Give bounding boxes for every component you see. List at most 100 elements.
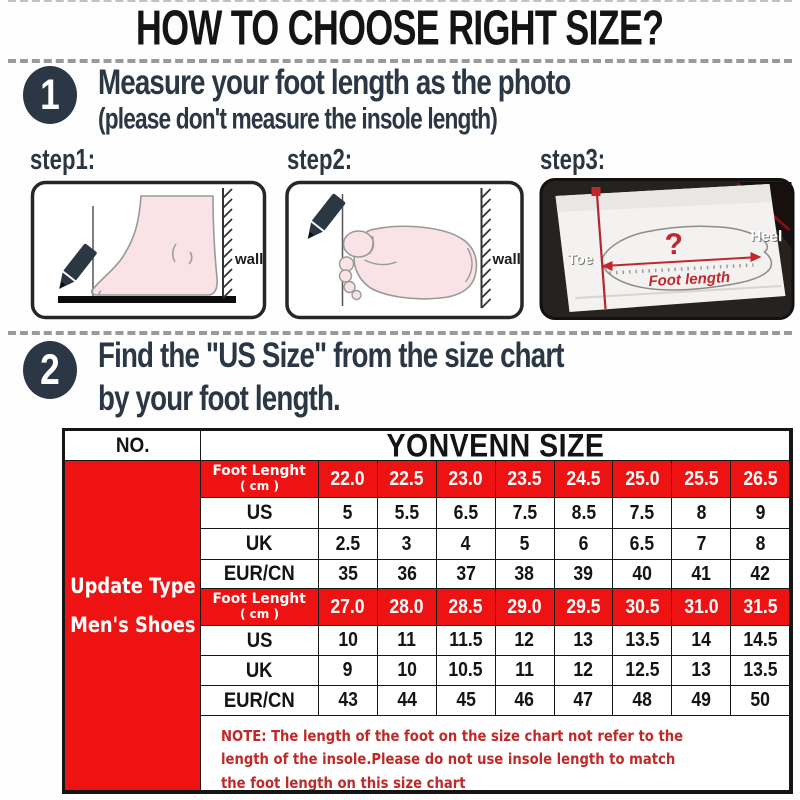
size-value-cell: 38	[495, 560, 555, 589]
size-value-cell: 43	[319, 686, 378, 716]
section2-heading: Find the "US Size" from the size chart b…	[98, 334, 652, 422]
size-value-cell: 3	[377, 529, 437, 560]
size-value-text: 9	[755, 501, 765, 524]
size-value-cell: 35	[319, 560, 378, 589]
note-cell: NOTE: The length of the foot on the size…	[201, 716, 790, 791]
row-label-text: US	[246, 628, 273, 652]
size-value-text: 3	[401, 532, 412, 555]
measure-arrow	[603, 256, 760, 267]
foot-side-view	[91, 195, 218, 296]
foot-length-label: Foot length	[648, 269, 730, 290]
size-value-text: 13.5	[625, 629, 660, 651]
step3-label: step3:	[540, 142, 617, 175]
top-dashed-divider	[8, 0, 792, 2]
size-value-text: 47	[573, 689, 594, 711]
size-value-text: 22.0	[330, 467, 366, 490]
dashed-divider-2	[8, 331, 792, 335]
paper-edge-line	[575, 285, 782, 299]
size-value-text: 4	[460, 532, 471, 555]
size-value-cell: 13	[554, 626, 614, 656]
paper-shading	[555, 184, 772, 212]
arrowhead-right	[750, 252, 762, 262]
size-value-text: 28.0	[389, 595, 424, 618]
size-value-text: 7.5	[512, 501, 537, 524]
size-value-text: 35	[338, 562, 358, 585]
size-value-cell: 7.5	[495, 498, 555, 529]
size-value-cell: 5	[495, 529, 555, 560]
size-value-cell: 25.5	[672, 461, 732, 498]
size-value-text: 8	[696, 501, 707, 524]
step3-photo: ? Foot length Toe Toe Heel Heel	[539, 178, 795, 320]
size-value-text: 38	[514, 562, 535, 585]
size-value-text: 39	[573, 562, 594, 585]
size-value-text: 11	[397, 629, 417, 651]
note-text: NOTE: The length of the foot on the size…	[221, 727, 684, 791]
size-value-cell: 31.0	[672, 589, 732, 626]
brand-header-text: YONVENN SIZE	[386, 431, 604, 461]
row-label-cell: EUR/CN	[201, 686, 319, 716]
size-value-cell: 42	[731, 560, 790, 589]
size-value-cell: 39	[554, 560, 614, 589]
size-value-text: 44	[397, 689, 417, 711]
section1-heading-line1: Measure your foot length as the photo	[98, 61, 571, 102]
size-value-text: 13	[573, 629, 594, 651]
row-label-text: EUR/CN	[224, 562, 295, 586]
size-value-cell: 8	[731, 529, 790, 560]
size-value-text: 25.0	[625, 467, 660, 490]
row-label-cell: EUR/CN	[201, 560, 319, 589]
size-value-cell: 22.5	[377, 461, 437, 498]
question-mark: ?	[664, 228, 684, 262]
size-value-text: 31.5	[742, 595, 778, 618]
wall-hatch	[222, 188, 233, 299]
pencil-icon	[307, 193, 346, 239]
size-value-text: 22.5	[389, 467, 424, 490]
wall-label: wall	[234, 251, 263, 268]
size-value-cell: 7	[672, 529, 732, 560]
size-value-text: 6.5	[453, 501, 478, 524]
size-value-cell: 7.5	[613, 498, 673, 529]
size-value-cell: 41	[672, 560, 732, 589]
size-value-text: 5	[519, 532, 530, 555]
size-value-cell: 49	[672, 686, 732, 716]
step1-drawing: wall	[30, 180, 267, 320]
size-value-text: 6.5	[630, 532, 655, 555]
size-value-text: 29.0	[507, 595, 542, 618]
step1-label-text: step1:	[30, 142, 96, 176]
toe-label: Toe	[568, 251, 594, 268]
size-value-cell: 45	[436, 686, 496, 716]
size-value-cell: 12	[495, 626, 555, 656]
size-value-text: 26.5	[742, 467, 778, 490]
size-value-cell: 5	[319, 498, 378, 529]
size-value-cell: 13	[672, 656, 732, 686]
heel-label-shadow: Heel	[752, 229, 784, 246]
foot-detail-lines	[364, 235, 473, 283]
row-label-cell: UK	[201, 529, 319, 560]
size-value-text: 7	[696, 532, 707, 555]
foot-detail-lines	[90, 243, 193, 296]
step2-drawing: wall	[285, 180, 524, 320]
size-value-cell: 4	[436, 529, 496, 560]
size-value-text: 28.5	[448, 595, 483, 618]
size-value-text: 42	[750, 562, 770, 585]
size-value-text: 36	[397, 562, 417, 585]
toe	[338, 256, 355, 272]
size-value-cell: 44	[377, 686, 437, 716]
size-value-text: 10	[338, 629, 358, 651]
size-value-cell: 23.0	[436, 461, 496, 498]
size-value-cell: 30.5	[613, 589, 673, 626]
size-value-cell: 8	[672, 498, 732, 529]
size-value-cell: 14	[672, 626, 732, 656]
product-type-line1: Update Type	[69, 574, 196, 598]
size-value-cell: 23.5	[495, 461, 555, 498]
size-value-cell: 27.0	[319, 589, 378, 626]
size-value-cell: 22.0	[319, 461, 378, 498]
row-label-text: Foot Lenght	[212, 591, 307, 608]
toe	[351, 289, 362, 301]
size-value-text: 14	[691, 629, 711, 651]
row-label-cell: UK	[201, 656, 319, 686]
size-value-cell: 9	[731, 498, 790, 529]
size-value-cell: 9	[319, 656, 378, 686]
dashed-divider-1	[8, 59, 792, 63]
size-value-text: 14.5	[742, 629, 778, 651]
page-title-text: HOW TO CHOOSE RIGHT SIZE?	[136, 0, 664, 56]
